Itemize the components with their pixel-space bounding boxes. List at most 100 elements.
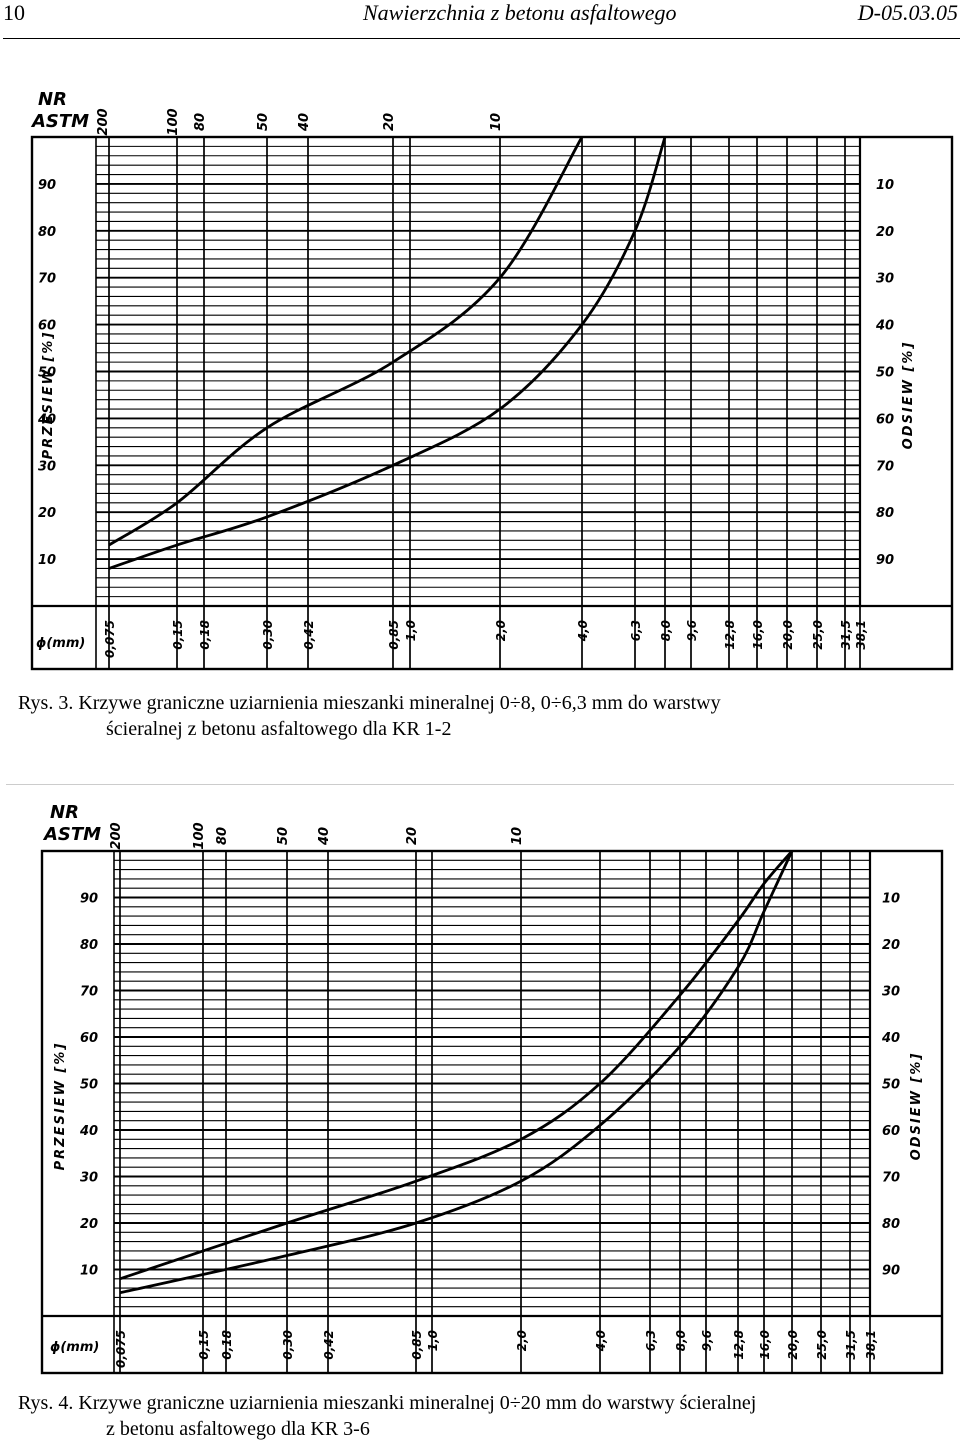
astm-sieve-label: 10 (510, 827, 525, 845)
astm-label-line1: NR (38, 89, 67, 110)
y2-tick-label: 70 (876, 459, 894, 474)
y-tick-label: 70 (38, 272, 56, 287)
y2-tick-label: 50 (876, 366, 894, 381)
x-tick-label: 0,075 (103, 620, 117, 658)
y2-axis-label: ODSIEW [%] (901, 341, 916, 450)
y-tick-label: 90 (80, 892, 98, 907)
y2-tick-label: 40 (875, 319, 894, 334)
y-tick-label: 50 (80, 1078, 98, 1093)
y2-tick-label: 60 (876, 412, 894, 427)
chart-frame (30, 135, 954, 671)
y-tick-label: 90 (38, 178, 56, 193)
figure-3-caption-line1: Rys. 3. Krzywe graniczne uziarnienia mie… (18, 692, 721, 714)
page-header: 10 Nawierzchnia z betonu asfaltowego D-0… (0, 0, 960, 40)
x-tick-label: 0,15 (197, 1330, 211, 1360)
astm-sieve-label: 40 (297, 113, 312, 132)
y2-tick-label: 90 (876, 553, 894, 568)
astm-label-line2: ASTM (30, 111, 89, 132)
astm-sieve-label: 80 (193, 113, 208, 131)
grading-chart-kr12: 10 20 30 40 50 60 70 80 90 90 80 70 60 50 40 30 20 10 PRZE… (30, 80, 954, 672)
x-tick-label: 6,3 (629, 620, 643, 641)
grading-limit-curve-2 (119, 850, 794, 1295)
x-tick-label: 20,0 (786, 1330, 800, 1360)
astm-label-line2: ASTM (42, 824, 101, 845)
y-tick-label: 10 (38, 553, 56, 568)
y2-tick-label: 80 (882, 1217, 900, 1232)
y2-tick-label: 70 (882, 1171, 900, 1186)
x-tick-label: 0,075 (114, 1330, 128, 1368)
y2-tick-label: 50 (882, 1078, 900, 1093)
header-rule (3, 38, 960, 39)
x-tick-label: 20,0 (781, 620, 795, 650)
x-tick-label: 12,8 (732, 1330, 746, 1360)
figure-4-caption-line1: Rys. 4. Krzywe graniczne uziarnienia mie… (18, 1392, 757, 1414)
x-tick-label: 16,0 (758, 1330, 772, 1360)
x-tick-label: 0,30 (261, 620, 275, 650)
y-axis-label: PRZESIEW [%] (41, 331, 56, 460)
figure-separator (6, 784, 954, 785)
astm-sieve-label: 10 (489, 113, 504, 131)
x-tick-label: 0,85 (410, 1330, 424, 1360)
x-tick-label: 0,42 (322, 1330, 336, 1360)
x-tick-label: 25,0 (811, 620, 825, 650)
x-tick-label: 1,0 (404, 620, 418, 641)
y-tick-label: 80 (80, 938, 98, 953)
grading-limit-curve-1 (108, 136, 584, 547)
chart-frame (40, 849, 944, 1375)
astm-sieve-label: 40 (317, 827, 332, 846)
x-tick-label: 0,18 (220, 1330, 234, 1360)
page-number: 10 (3, 0, 25, 25)
grading-limit-curve-1 (119, 850, 794, 1281)
astm-sieve-label: 20 (405, 827, 420, 845)
y-axis-label: PRZESIEW [%] (53, 1042, 68, 1171)
y2-tick-label: 60 (882, 1124, 900, 1139)
x-tick-label: 38,1 (854, 620, 868, 650)
y-tick-label: 60 (80, 1031, 98, 1046)
astm-sieve-label: 100 (192, 822, 207, 849)
y-tick-label: 60 (38, 319, 56, 334)
astm-sieve-label: 50 (276, 827, 291, 845)
y-tick-label: 30 (38, 459, 56, 474)
astm-sieve-label: 80 (215, 827, 230, 845)
y-tick-label: 30 (80, 1171, 98, 1186)
x-tick-label: 6,3 (644, 1330, 658, 1351)
x-tick-label: 31,5 (839, 620, 853, 650)
y-tick-label: 50 (38, 366, 56, 381)
x-tick-label: 12,8 (723, 620, 737, 650)
x-tick-label: 0,30 (281, 1330, 295, 1360)
y-tick-label: 20 (38, 506, 56, 521)
astm-label-line1: NR (50, 802, 79, 823)
x-tick-label: 4,0 (594, 1330, 608, 1352)
chart-svg: 10 20 30 40 50 60 70 80 90 90 80 70 60 50 40 30 20 10 PRZE… (40, 802, 944, 1375)
x-tick-label: 31,5 (844, 1330, 858, 1360)
astm-sieve-label: 20 (382, 113, 397, 131)
y-tick-label: 80 (38, 225, 56, 240)
y2-tick-label: 40 (881, 1031, 900, 1046)
y2-tick-label: 10 (882, 892, 900, 907)
grading-chart-kr36: 10 20 30 40 50 60 70 80 90 90 80 70 60 50 40 30 20 10 PRZE… (40, 796, 944, 1376)
figure-3-caption-line2: ścieralnej z betonu asfaltowego dla KR 1… (106, 718, 452, 740)
x-tick-label: 8,0 (674, 1330, 688, 1351)
figure-4-caption-line2: z betonu asfaltowego dla KR 3-6 (106, 1418, 370, 1440)
y2-tick-label: 10 (876, 178, 894, 193)
x-tick-label: 0,85 (387, 620, 401, 650)
astm-sieve-label: 200 (109, 822, 124, 849)
x-axis-label: ɸ(mm) (50, 1340, 99, 1355)
y-tick-label: 40 (37, 412, 56, 427)
y-tick-label: 70 (80, 985, 98, 1000)
y-tick-label: 20 (80, 1217, 98, 1232)
x-tick-label: 9,6 (685, 620, 699, 641)
document-title: Nawierzchnia z betonu asfaltowego (363, 0, 677, 25)
x-tick-label: 2,0 (494, 620, 508, 641)
y2-tick-label: 90 (882, 1264, 900, 1279)
y2-tick-label: 30 (876, 272, 894, 287)
grading-limit-curve-2 (108, 136, 667, 570)
x-tick-label: 8,0 (659, 620, 673, 641)
y2-tick-label: 20 (882, 938, 900, 953)
x-tick-label: 4,0 (576, 620, 590, 642)
x-tick-label: 0,15 (171, 620, 185, 650)
x-tick-label: 0,18 (198, 620, 212, 650)
y2-axis-label: ODSIEW [%] (909, 1052, 924, 1161)
x-axis-label: ɸ(mm) (36, 636, 85, 651)
x-tick-label: 1,0 (426, 1330, 440, 1351)
